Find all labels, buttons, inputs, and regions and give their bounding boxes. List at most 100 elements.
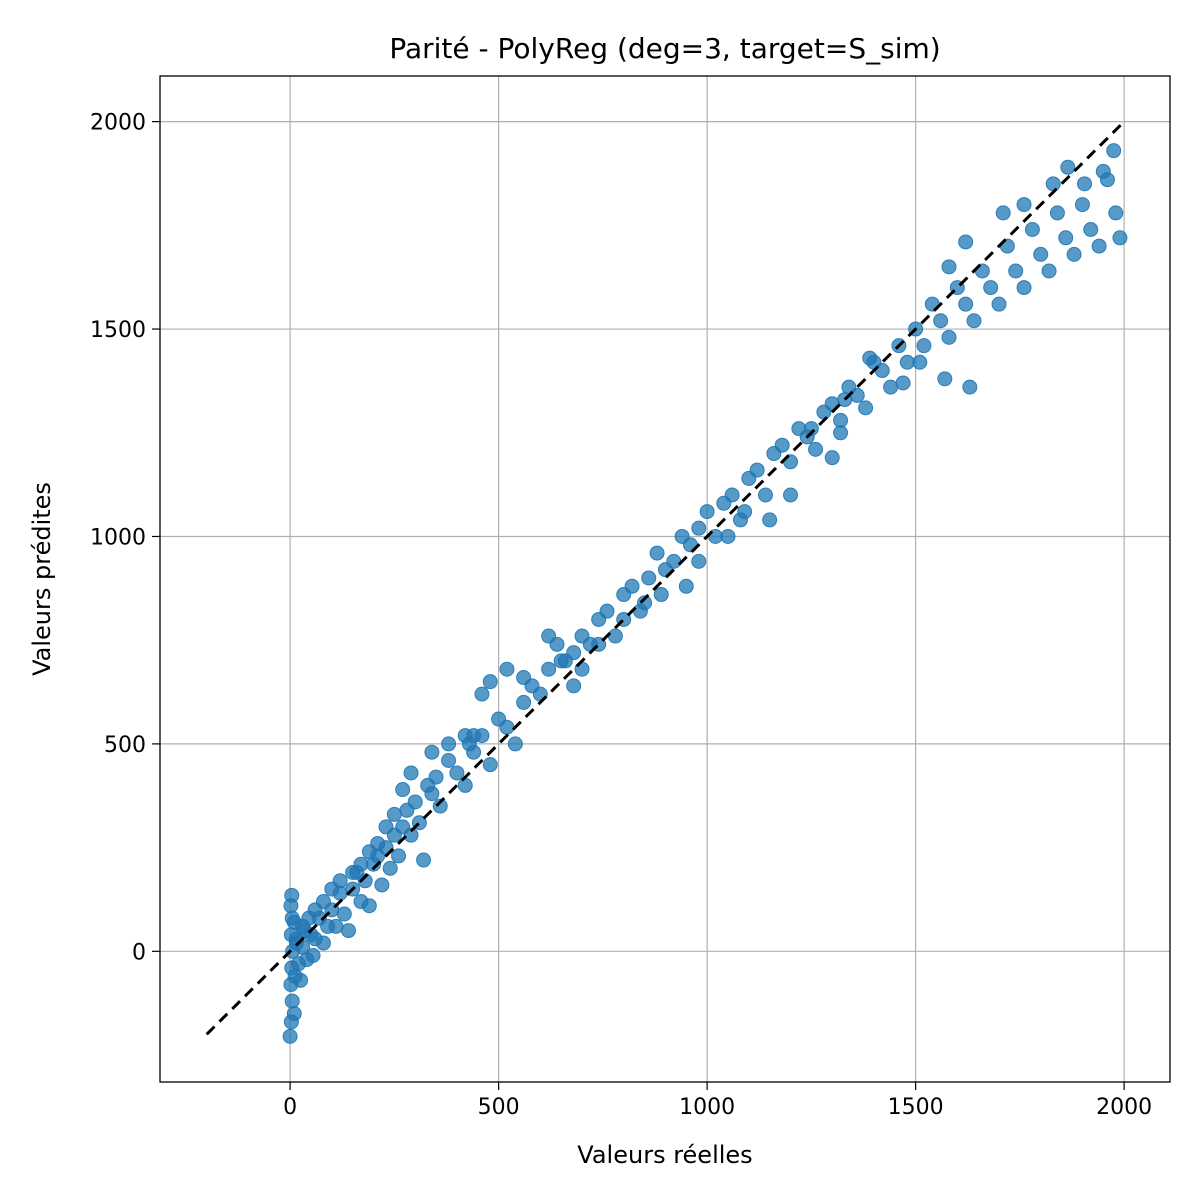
scatter-point bbox=[1074, 197, 1090, 213]
scatter-point bbox=[553, 653, 569, 669]
scatter-point bbox=[899, 354, 915, 370]
scatter-point bbox=[962, 379, 978, 395]
scatter-point bbox=[1108, 205, 1124, 221]
scatter-point bbox=[833, 412, 849, 428]
scatter-point bbox=[541, 661, 557, 677]
scatter-point bbox=[824, 450, 840, 466]
scatter-point bbox=[566, 678, 582, 694]
x-tick-label: 2000 bbox=[1096, 1095, 1152, 1120]
grid-lines bbox=[160, 76, 1170, 1082]
scatter-point bbox=[757, 487, 773, 503]
scatter-point bbox=[624, 578, 640, 594]
scatter-point bbox=[607, 628, 623, 644]
scatter-point bbox=[282, 1028, 298, 1044]
scatter-point bbox=[720, 528, 736, 544]
scatter-point bbox=[699, 504, 715, 520]
x-tick-label: 1000 bbox=[679, 1095, 735, 1120]
scatter-point bbox=[1083, 221, 1099, 237]
scatter-point bbox=[1016, 280, 1032, 296]
scatter-point bbox=[416, 852, 432, 868]
scatter-point bbox=[833, 425, 849, 441]
scatter-point bbox=[649, 545, 665, 561]
scatter-point bbox=[1106, 143, 1122, 159]
scatter-point bbox=[403, 827, 419, 843]
scatter-point bbox=[1077, 176, 1093, 192]
y-tick-label: 1000 bbox=[90, 525, 146, 550]
scatter-point bbox=[1045, 176, 1061, 192]
y-tick-label: 2000 bbox=[90, 111, 146, 136]
scatter-point bbox=[724, 487, 740, 503]
scatter-point bbox=[737, 504, 753, 520]
scatter-point bbox=[862, 350, 878, 366]
scatter-point bbox=[566, 645, 582, 661]
scatter-point bbox=[912, 354, 928, 370]
scatter-point bbox=[315, 935, 331, 951]
scatter-point bbox=[286, 1006, 302, 1022]
scatter-point bbox=[432, 798, 448, 814]
scatter-point bbox=[783, 487, 799, 503]
scatter-point bbox=[507, 736, 523, 752]
scatter-point bbox=[1024, 221, 1040, 237]
scatter-point bbox=[305, 947, 321, 963]
scatter-point bbox=[457, 728, 473, 744]
x-axis-ticks: 0 500 1000 1500 2000 bbox=[283, 1082, 1152, 1120]
scatter-point bbox=[449, 765, 465, 781]
x-axis-label: Valeurs réelles bbox=[577, 1141, 752, 1169]
scatter-point bbox=[849, 387, 865, 403]
scatter-point bbox=[653, 587, 669, 603]
scatter-point bbox=[666, 553, 682, 569]
scatter-point bbox=[499, 719, 515, 735]
scatter-point bbox=[340, 923, 356, 939]
scatter-point bbox=[1033, 246, 1049, 262]
scatter-point bbox=[336, 906, 352, 922]
scatter-point bbox=[958, 296, 974, 312]
plot-frame bbox=[159, 75, 1171, 1083]
scatter-point bbox=[916, 338, 932, 354]
scatter-point bbox=[516, 694, 532, 710]
scatter-point bbox=[1008, 263, 1024, 279]
scatter-point bbox=[641, 570, 657, 586]
x-tick-label: 1500 bbox=[888, 1095, 944, 1120]
scatter-point bbox=[637, 595, 653, 611]
scatter-point bbox=[386, 806, 402, 822]
scatter-point bbox=[995, 205, 1011, 221]
scatter-point bbox=[403, 765, 419, 781]
scatter-point bbox=[378, 819, 394, 835]
scatter-point bbox=[516, 670, 532, 686]
scatter-point bbox=[883, 379, 899, 395]
scatter-point bbox=[374, 877, 390, 893]
scatter-point bbox=[858, 400, 874, 416]
scatter-point bbox=[391, 848, 407, 864]
scatter-point bbox=[1091, 238, 1107, 254]
x-tick-label: 500 bbox=[478, 1095, 520, 1120]
scatter-point bbox=[966, 313, 982, 329]
scatter-point bbox=[482, 674, 498, 690]
y-tick-label: 500 bbox=[104, 733, 146, 758]
y-axis-label: Valeurs prédites bbox=[28, 482, 56, 676]
scatter-point bbox=[958, 234, 974, 250]
scatter-point bbox=[1058, 230, 1074, 246]
scatter-point bbox=[991, 296, 1007, 312]
scatter-point bbox=[395, 782, 411, 798]
scatter-point bbox=[874, 363, 890, 379]
scatter-point bbox=[599, 603, 615, 619]
scatter-point bbox=[457, 777, 473, 793]
scatter-point bbox=[428, 769, 444, 785]
scatter-point bbox=[1066, 246, 1082, 262]
scatter-point bbox=[361, 844, 377, 860]
scatter-point bbox=[286, 914, 302, 930]
y-tick-label: 1500 bbox=[90, 318, 146, 343]
scatter-point bbox=[382, 860, 398, 876]
scatter-point bbox=[1041, 263, 1057, 279]
scatter-point bbox=[284, 887, 300, 903]
scatter-points bbox=[282, 143, 1128, 1044]
scatter-point bbox=[1112, 230, 1128, 246]
scatter-point bbox=[762, 512, 778, 528]
scatter-point bbox=[941, 329, 957, 345]
scatter-point bbox=[499, 661, 515, 677]
y-tick-label: 0 bbox=[132, 940, 146, 965]
scatter-point bbox=[1095, 163, 1111, 179]
scatter-point bbox=[284, 993, 300, 1009]
scatter-point bbox=[1016, 197, 1032, 213]
